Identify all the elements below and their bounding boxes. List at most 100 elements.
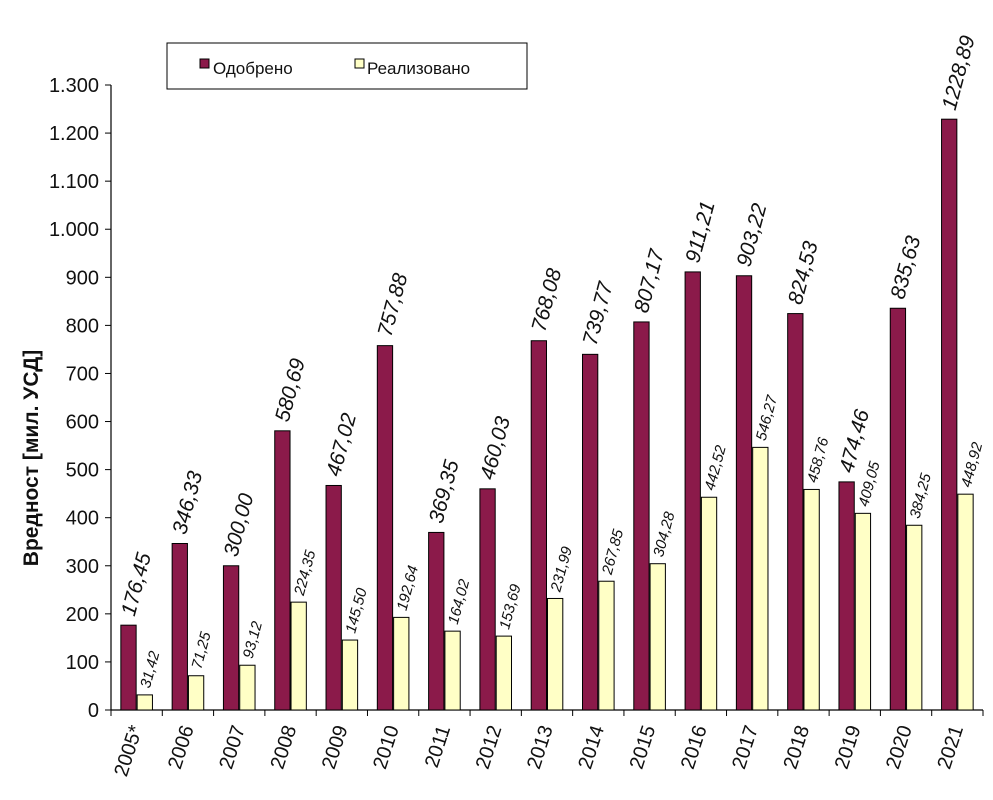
x-tick-label: 2016 xyxy=(677,723,712,772)
data-label-approved: 580,69 xyxy=(271,356,310,424)
data-label-approved: 467,02 xyxy=(322,410,361,478)
data-label-realized: 71,25 xyxy=(189,629,215,670)
bar-approved xyxy=(325,484,342,711)
y-tick-label: 400 xyxy=(66,508,99,530)
data-label-approved: 824,53 xyxy=(784,239,823,307)
x-tick-label: 2011 xyxy=(421,723,455,771)
data-label-realized: 384,25 xyxy=(907,471,935,520)
bar-approved xyxy=(120,624,137,711)
legend-swatch-approved xyxy=(199,58,210,69)
data-label-approved: 903,22 xyxy=(733,201,772,269)
bar-realized xyxy=(700,496,718,711)
legend: Одобрено Реализовано xyxy=(166,42,528,90)
data-label-approved: 757,88 xyxy=(374,271,413,339)
bar-realized xyxy=(547,597,564,711)
data-label-approved: 911,21 xyxy=(681,199,719,265)
x-tick-label: 2009 xyxy=(318,723,353,772)
data-label-realized: 93,12 xyxy=(240,619,266,660)
bar-realized xyxy=(136,694,153,711)
data-label-approved: 768,08 xyxy=(527,266,566,334)
data-label-approved: 346,33 xyxy=(168,468,207,536)
bar-approved xyxy=(941,118,958,711)
legend-label-approved: Одобрено xyxy=(213,59,293,78)
data-label-realized: 31,42 xyxy=(137,649,163,690)
bar-approved xyxy=(838,481,855,711)
bar-realized xyxy=(495,635,513,711)
data-label-realized: 192,64 xyxy=(394,564,422,613)
y-tick-label: 0 xyxy=(88,700,99,722)
y-tick-label: 300 xyxy=(66,556,99,578)
data-label-realized: 224,35 xyxy=(291,548,320,598)
y-tick-label: 1.000 xyxy=(49,219,99,241)
x-tick-label: 2010 xyxy=(369,723,404,772)
bar-realized xyxy=(239,664,256,711)
bar-realized xyxy=(444,630,461,711)
bar-realized xyxy=(854,512,872,711)
x-tick-label: 2015 xyxy=(626,723,661,772)
bar-realized xyxy=(649,563,666,711)
x-tick-label: 2012 xyxy=(472,723,507,772)
y-tick-label: 500 xyxy=(66,460,99,482)
legend-swatch-realized xyxy=(354,58,365,69)
bar-approved xyxy=(171,542,188,711)
data-label-realized: 231,99 xyxy=(547,544,576,594)
x-tick-label: 2018 xyxy=(780,723,815,772)
bar-approved xyxy=(376,345,394,711)
y-axis-label: Вредност [мил. УСД] xyxy=(20,350,43,566)
x-tick-label: 2019 xyxy=(831,723,866,772)
bar-approved xyxy=(479,488,496,711)
y-tick-label: 1.200 xyxy=(49,123,99,145)
x-tick-label: 2013 xyxy=(523,723,558,772)
bar-approved xyxy=(684,271,701,711)
bar-approved xyxy=(633,321,650,711)
x-tick-label: 2017 xyxy=(728,723,763,772)
bar-approved xyxy=(787,313,804,711)
x-tick-label: 2014 xyxy=(574,723,609,772)
data-label-realized: 145,50 xyxy=(342,586,370,635)
bar-realized xyxy=(341,639,359,711)
data-label-realized: 164,02 xyxy=(445,577,473,626)
y-tick-label: 700 xyxy=(66,363,99,385)
y-tick-label: 600 xyxy=(66,412,99,434)
bar-realized xyxy=(393,616,410,711)
data-label-approved: 460,03 xyxy=(476,414,515,482)
bar-approved xyxy=(274,430,291,711)
x-tick-label: 2005* xyxy=(110,723,147,780)
legend-label-realized: Реализовано xyxy=(367,59,470,78)
x-tick-label: 2006 xyxy=(164,723,199,772)
data-label-approved: 1228,89 xyxy=(938,33,980,113)
y-tick-label: 1.300 xyxy=(49,75,99,97)
data-label-approved: 807,17 xyxy=(630,246,669,315)
y-tick-label: 100 xyxy=(66,652,99,674)
y-tick-label: 200 xyxy=(66,604,99,626)
data-label-realized: 153,69 xyxy=(496,582,524,631)
bar-approved xyxy=(222,565,240,711)
bar-realized xyxy=(957,493,974,711)
data-label-approved: 300,00 xyxy=(220,491,259,559)
bar-realized xyxy=(187,675,205,711)
y-tick-label: 1.100 xyxy=(49,171,99,193)
bar-realized xyxy=(290,601,307,711)
x-tick-label: 2021 xyxy=(933,723,968,772)
bar-realized xyxy=(906,524,923,711)
bar-realized xyxy=(752,446,769,711)
bar-realized xyxy=(803,488,820,711)
data-label-approved: 176,45 xyxy=(117,550,156,618)
bar-approved xyxy=(530,340,548,711)
bar-approved xyxy=(581,353,599,711)
y-tick-label: 800 xyxy=(66,315,99,337)
y-tick-label: 900 xyxy=(66,267,99,289)
data-label-realized: 458,76 xyxy=(804,435,832,484)
bar-approved xyxy=(428,531,445,711)
x-tick-label: 2007 xyxy=(215,723,250,772)
data-label-realized: 448,92 xyxy=(958,440,986,489)
bar-approved xyxy=(735,275,753,711)
x-tick-label: 2020 xyxy=(882,723,917,772)
data-label-realized: 442,52 xyxy=(701,443,729,492)
bar-approved xyxy=(889,307,907,711)
data-label-approved: 739,77 xyxy=(579,278,618,347)
bar-realized xyxy=(598,580,615,711)
data-label-approved: 369,35 xyxy=(425,457,464,525)
bars xyxy=(120,118,974,711)
